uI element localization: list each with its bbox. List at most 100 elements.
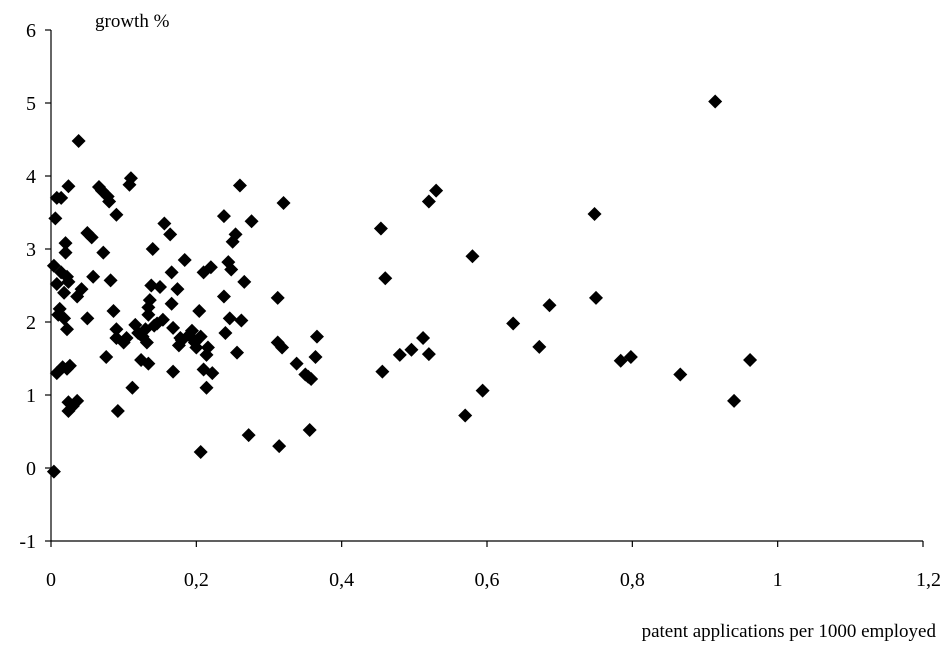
x-tick-label: 0,6	[475, 569, 500, 591]
data-point	[164, 265, 179, 280]
data-point	[189, 340, 204, 355]
data-point	[142, 293, 157, 308]
data-point	[96, 245, 111, 260]
data-point	[119, 331, 134, 346]
data-point	[404, 342, 419, 357]
axes	[50, 30, 923, 542]
data-point	[673, 367, 688, 382]
x-tick-label: 0	[46, 569, 56, 591]
data-point	[224, 262, 239, 277]
data-point	[542, 298, 557, 313]
data-point	[99, 350, 114, 365]
data-point	[155, 312, 170, 327]
data-point	[57, 311, 72, 326]
data-point	[125, 380, 140, 395]
data-point	[727, 393, 742, 408]
data-point	[623, 350, 638, 365]
data-point	[237, 274, 252, 289]
x-tick-label: 0,8	[620, 569, 645, 591]
data-point	[59, 322, 74, 337]
data-point	[80, 311, 95, 326]
data-point	[275, 340, 290, 355]
data-point	[144, 278, 159, 293]
data-point	[743, 352, 758, 367]
data-point	[304, 371, 319, 386]
data-point	[193, 444, 208, 459]
data-point	[216, 289, 231, 304]
x-tick-label: 1	[773, 569, 783, 591]
y-tick-label: 4	[26, 166, 36, 188]
data-point	[200, 340, 215, 355]
data-point	[589, 290, 603, 305]
data-point	[475, 383, 490, 398]
data-point	[103, 273, 118, 288]
x-tick-label: 0,2	[184, 569, 209, 591]
data-point	[232, 178, 247, 193]
data-point	[116, 335, 131, 350]
data-point	[170, 282, 185, 297]
data-point	[216, 209, 231, 224]
data-point	[302, 423, 317, 438]
data-point	[218, 325, 233, 340]
data-point	[234, 313, 249, 328]
data-point	[157, 216, 172, 231]
y-tick-label: 6	[26, 20, 36, 42]
data-point	[289, 356, 304, 371]
data-point	[123, 171, 138, 186]
data-point	[109, 207, 124, 222]
y-tick-label: 3	[26, 239, 36, 261]
data-point	[272, 439, 287, 454]
data-point	[203, 260, 218, 275]
data-point	[61, 179, 76, 194]
data-point	[532, 339, 547, 354]
x-tick-label: 0,4	[329, 569, 354, 591]
data-point	[373, 221, 388, 236]
data-point	[241, 428, 256, 443]
data-point	[378, 271, 393, 286]
y-tick-label: 1	[26, 385, 36, 407]
data-point	[429, 183, 444, 198]
data-point	[308, 350, 323, 365]
data-point	[57, 285, 72, 300]
data-point	[153, 279, 167, 294]
data-point	[141, 307, 156, 322]
data-point	[421, 194, 436, 209]
data-point	[86, 269, 101, 284]
data-point	[74, 282, 89, 297]
data-point	[708, 94, 723, 109]
data-point	[587, 206, 602, 221]
data-point	[49, 277, 64, 292]
y-tick-label: 0	[26, 458, 36, 480]
data-point	[228, 227, 243, 242]
data-point	[205, 366, 220, 381]
data-point	[270, 290, 285, 305]
y-tick-label: 5	[26, 93, 36, 115]
data-point	[109, 322, 124, 337]
data-point	[58, 236, 73, 251]
x-tick-label: 1,2	[916, 569, 941, 591]
data-point	[164, 296, 179, 311]
data-point	[392, 347, 407, 362]
data-point	[506, 316, 521, 331]
data-point	[110, 404, 125, 419]
data-point	[102, 194, 117, 209]
data-point	[416, 331, 431, 346]
data-point	[51, 307, 66, 322]
data-point	[62, 358, 77, 373]
data-point	[106, 304, 121, 319]
data-point	[222, 311, 237, 326]
data-point	[192, 304, 207, 319]
x-axis-ticks: 0 0,2 0,4 0,6 0,8 1 1,2	[46, 541, 941, 591]
data-point	[193, 329, 208, 344]
data-point	[61, 274, 76, 289]
y-axis-label: growth %	[95, 11, 170, 32]
y-tick-label: 2	[26, 312, 36, 334]
data-point	[46, 464, 61, 479]
data-point	[84, 230, 99, 245]
data-point	[48, 211, 63, 226]
data-point	[141, 356, 156, 371]
data-point	[139, 335, 154, 350]
data-point	[71, 133, 86, 148]
x-axis-label: patent applications per 1000 employed	[642, 621, 937, 642]
